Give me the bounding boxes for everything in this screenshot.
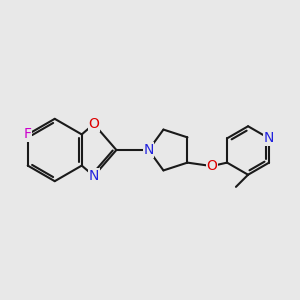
Text: N: N [89, 169, 99, 183]
Text: O: O [88, 117, 99, 131]
Text: N: N [143, 143, 154, 157]
Text: O: O [206, 159, 217, 173]
Text: N: N [264, 131, 274, 146]
Text: F: F [24, 128, 32, 141]
